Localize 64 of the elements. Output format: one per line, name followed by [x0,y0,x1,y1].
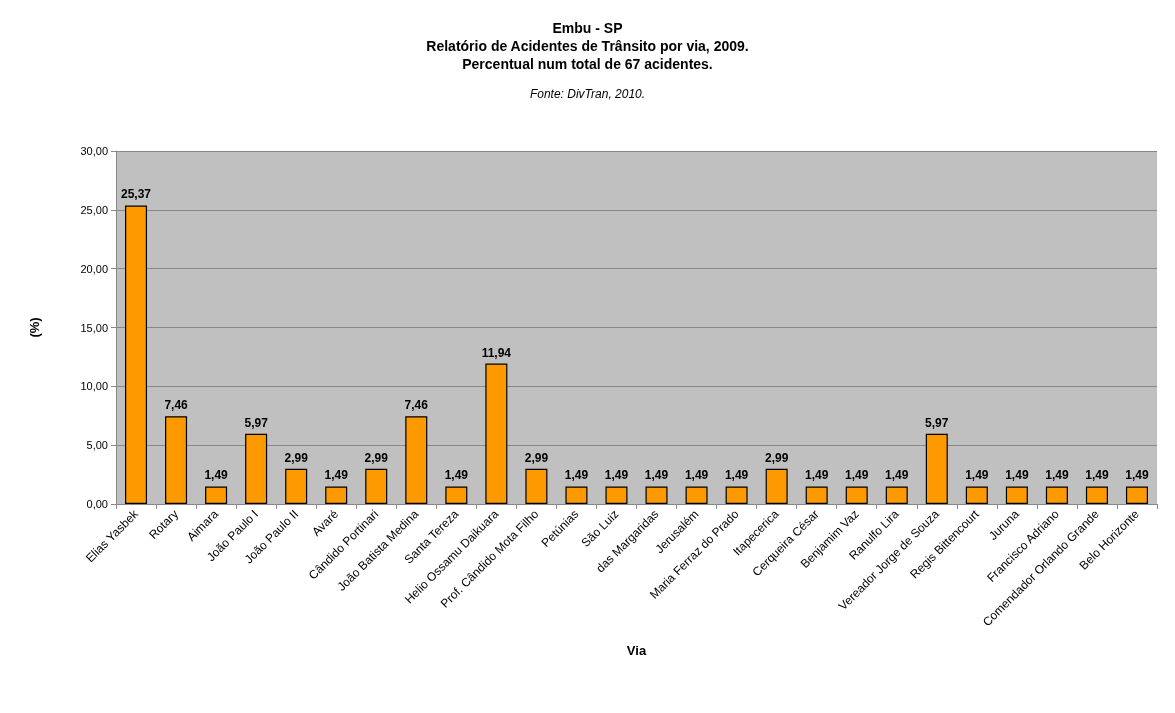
y-tick-label: 25,00 [80,203,108,216]
bar [165,416,188,504]
data-label: 1,49 [604,468,629,483]
bar [405,416,428,504]
bar [205,486,228,504]
data-label: 7,46 [404,398,429,413]
data-label: 2,99 [764,450,789,465]
y-tick-label: 10,00 [80,380,108,393]
data-label: 2,99 [364,450,389,465]
data-label: 1,49 [204,468,229,483]
data-label: 1,49 [444,468,469,483]
data-label: 1,49 [644,468,669,483]
y-axis-title: (%) [27,317,42,338]
y-tick-label: 30,00 [80,145,108,157]
data-label: 2,99 [524,450,549,465]
chart-title: Embu - SP [552,20,623,36]
bar [1045,486,1068,504]
bar [885,486,908,504]
bar [605,486,628,504]
bar [645,486,668,504]
data-label: 5,97 [244,415,269,430]
bar [805,486,828,504]
source-note: Fonte: DivTran, 2010. [529,87,646,101]
bar [325,486,348,504]
data-label: 1,49 [564,468,589,483]
bar [765,468,788,504]
data-label: 1,49 [885,468,909,483]
data-label: 7,46 [164,398,189,413]
bar [725,486,748,504]
data-label: 1,49 [324,468,349,483]
bar [1005,486,1028,504]
data-label: 1,49 [1005,468,1029,483]
bar [125,205,148,504]
data-label: 2,99 [284,450,309,465]
data-label: 5,97 [925,415,949,430]
bar [525,468,548,504]
bar [845,486,868,504]
y-tick-label: 20,00 [80,262,108,275]
bar [365,468,388,504]
bar [445,486,468,504]
data-label: 1,49 [845,468,869,483]
x-axis-title: Via [626,643,647,658]
bar [1125,486,1148,504]
data-label: 25,37 [121,187,152,202]
data-label: 11,94 [481,345,512,360]
y-tick-label: 5,00 [86,439,108,452]
bar [485,363,508,504]
data-label: 1,49 [965,468,989,483]
bar [925,433,948,504]
y-tick-label: 15,00 [80,321,108,334]
data-label: 1,49 [684,468,709,483]
data-label: 1,49 [724,468,749,483]
chart-subtitle: Relatório de Acidentes de Trânsito por via, 2009. Percentual num total de 67 acidentes. [426,38,749,72]
data-label: 1,49 [1045,468,1069,483]
bar [245,433,268,504]
y-tick-label: 0,00 [86,498,108,510]
bar [285,468,308,504]
data-label: 1,49 [804,468,829,483]
data-label: 1,49 [1085,468,1109,483]
bar [965,486,988,504]
bar [565,486,588,504]
bar [685,486,708,504]
bar [1085,486,1108,504]
data-label: 1,49 [1125,468,1149,483]
